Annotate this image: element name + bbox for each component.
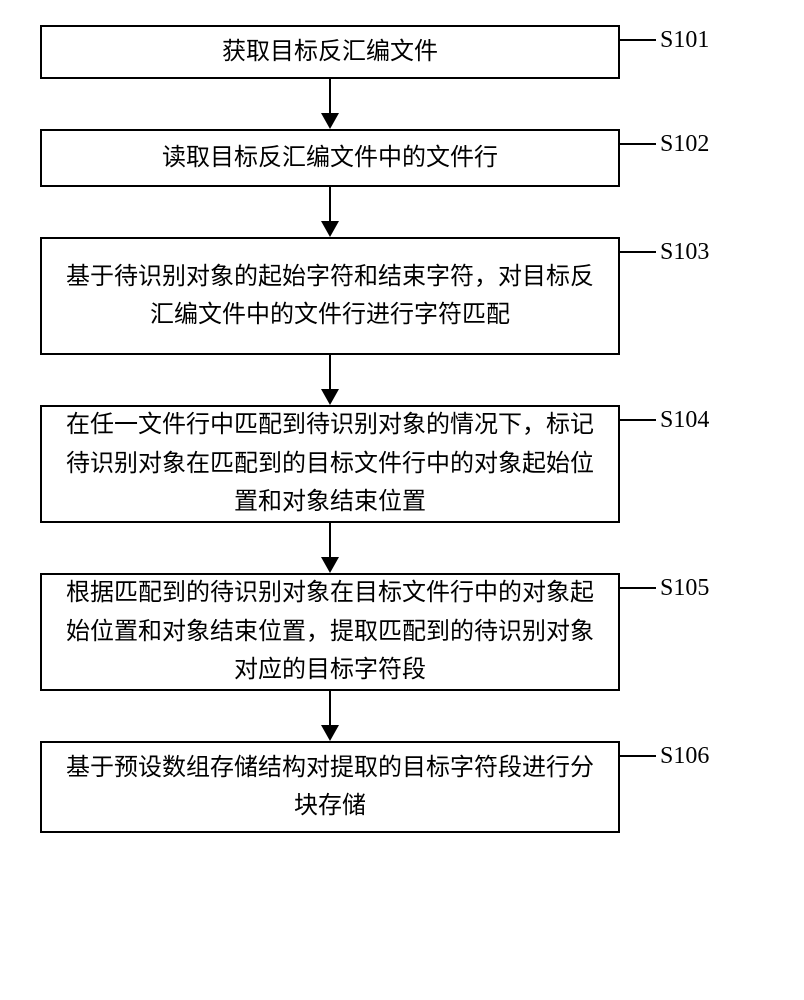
arrow-s101-s102 <box>40 79 620 129</box>
arrow-line <box>329 691 331 727</box>
step-label-s106: S106 <box>660 743 709 770</box>
leader-line <box>620 251 656 253</box>
arrow-s105-s106 <box>40 691 620 741</box>
step-text: 基于预设数组存储结构对提取的目标字符段进行分块存储 <box>62 749 598 826</box>
step-label-s101: S101 <box>660 27 709 54</box>
step-text: 根据匹配到的待识别对象在目标文件行中的对象起始位置和对象结束位置，提取匹配到的待… <box>62 574 598 689</box>
step-text: 在任一文件行中匹配到待识别对象的情况下，标记待识别对象在匹配到的目标文件行中的对… <box>62 406 598 521</box>
step-label-s102: S102 <box>660 131 709 158</box>
flowchart-container: 获取目标反汇编文件 S101 读取目标反汇编文件中的文件行 S102 基于待识别… <box>40 25 760 833</box>
leader-line <box>620 143 656 145</box>
step-row-s104: 在任一文件行中匹配到待识别对象的情况下，标记待识别对象在匹配到的目标文件行中的对… <box>40 405 760 523</box>
step-row-s101: 获取目标反汇编文件 S101 <box>40 25 760 79</box>
arrow-line <box>329 355 331 391</box>
step-label-s105: S105 <box>660 575 709 602</box>
arrow-head-icon <box>321 221 339 237</box>
step-text: 基于待识别对象的起始字符和结束字符，对目标反汇编文件中的文件行进行字符匹配 <box>62 258 598 335</box>
arrow-head-icon <box>321 725 339 741</box>
arrow-head-icon <box>321 389 339 405</box>
arrow-head-icon <box>321 557 339 573</box>
step-box-s101: 获取目标反汇编文件 <box>40 25 620 79</box>
arrow-s104-s105 <box>40 523 620 573</box>
step-label-s104: S104 <box>660 407 709 434</box>
step-row-s105: 根据匹配到的待识别对象在目标文件行中的对象起始位置和对象结束位置，提取匹配到的待… <box>40 573 760 691</box>
arrow-s102-s103 <box>40 187 620 237</box>
step-box-s105: 根据匹配到的待识别对象在目标文件行中的对象起始位置和对象结束位置，提取匹配到的待… <box>40 573 620 691</box>
step-text: 获取目标反汇编文件 <box>222 33 438 71</box>
step-box-s106: 基于预设数组存储结构对提取的目标字符段进行分块存储 <box>40 741 620 833</box>
arrow-s103-s104 <box>40 355 620 405</box>
leader-line <box>620 39 656 41</box>
leader-line <box>620 587 656 589</box>
leader-line <box>620 419 656 421</box>
step-row-s106: 基于预设数组存储结构对提取的目标字符段进行分块存储 S106 <box>40 741 760 833</box>
arrow-line <box>329 187 331 223</box>
step-row-s102: 读取目标反汇编文件中的文件行 S102 <box>40 129 760 187</box>
step-box-s103: 基于待识别对象的起始字符和结束字符，对目标反汇编文件中的文件行进行字符匹配 <box>40 237 620 355</box>
arrow-head-icon <box>321 113 339 129</box>
step-box-s102: 读取目标反汇编文件中的文件行 <box>40 129 620 187</box>
step-label-s103: S103 <box>660 239 709 266</box>
step-text: 读取目标反汇编文件中的文件行 <box>162 139 498 177</box>
step-box-s104: 在任一文件行中匹配到待识别对象的情况下，标记待识别对象在匹配到的目标文件行中的对… <box>40 405 620 523</box>
arrow-line <box>329 79 331 115</box>
step-row-s103: 基于待识别对象的起始字符和结束字符，对目标反汇编文件中的文件行进行字符匹配 S1… <box>40 237 760 355</box>
leader-line <box>620 755 656 757</box>
arrow-line <box>329 523 331 559</box>
